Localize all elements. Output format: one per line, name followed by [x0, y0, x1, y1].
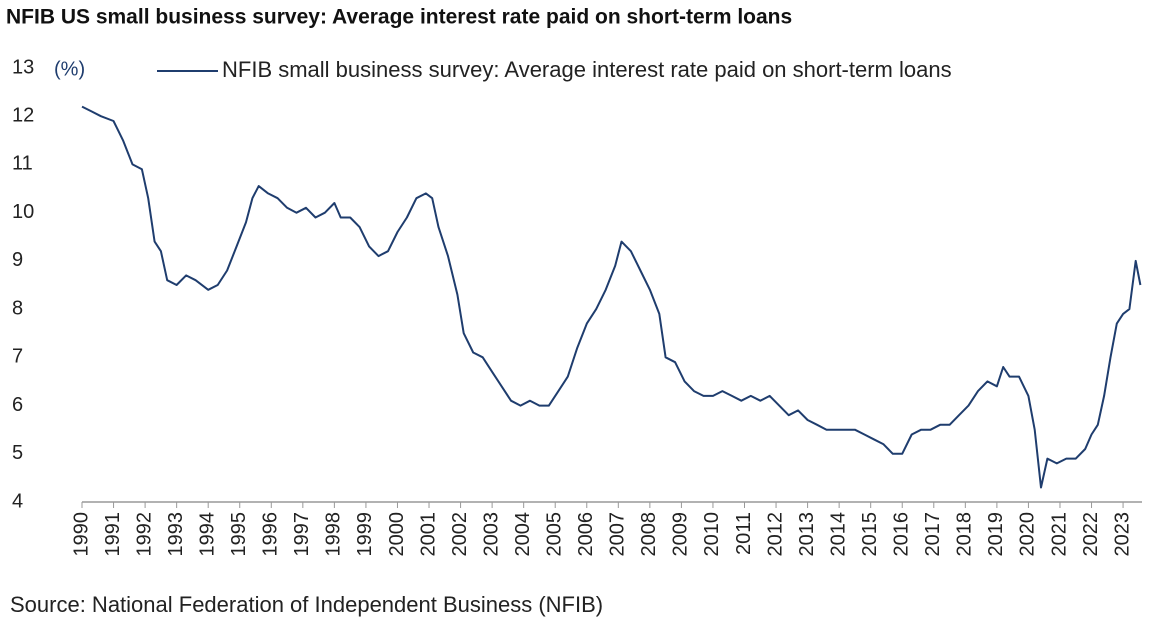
x-tick-label: 1998: [323, 512, 345, 557]
x-tick-label: 2021: [1048, 512, 1070, 557]
x-tick-label: 2008: [638, 512, 660, 557]
x-tick-label: 2003: [480, 512, 502, 557]
y-tick-label: 7: [12, 346, 23, 368]
x-tick-label: 2020: [1017, 512, 1039, 557]
x-tick-label: 2015: [859, 512, 881, 557]
x-tick-label: 2005: [543, 512, 565, 557]
x-tick-label: 2013: [796, 512, 818, 557]
y-tick-label: 4: [12, 490, 23, 512]
x-tick-label: 2000: [386, 512, 408, 557]
x-tick-label: 2009: [670, 512, 692, 557]
x-tick-label: 2004: [512, 512, 534, 557]
y-tick-label: 10: [12, 201, 34, 223]
x-tick-label: 1992: [133, 512, 155, 557]
y-tick-label: 11: [12, 153, 33, 175]
x-tick-label: 2012: [764, 512, 786, 557]
data-line: [81, 105, 1142, 489]
x-tick-label: 1993: [165, 512, 187, 557]
y-tick-label: 6: [12, 394, 23, 416]
source-note: Source: National Federation of Independe…: [10, 592, 603, 617]
x-tick-label: 1991: [102, 512, 124, 557]
x-tick-label: 1996: [260, 512, 282, 557]
y-tick-label: 5: [12, 442, 23, 464]
x-tick-label: 2002: [449, 512, 471, 557]
x-tick-label: 2006: [575, 512, 597, 557]
x-tick-label: 1999: [354, 512, 376, 557]
y-tick-label: 9: [12, 249, 23, 271]
x-tick-label: 1995: [228, 512, 250, 557]
chart-title: NFIB US small business survey: Average i…: [6, 6, 792, 29]
x-tick-label: 2011: [733, 512, 755, 555]
x-tick-label: 2022: [1080, 512, 1102, 557]
x-tick-label: 2017: [922, 512, 944, 557]
y-tick-label: 8: [12, 297, 23, 319]
y-tick-label: 13: [12, 56, 34, 78]
y-axis-label: (%): [54, 58, 85, 80]
x-tick-label: 2019: [985, 512, 1007, 557]
legend-label: NFIB small business survey: Average inte…: [222, 57, 952, 82]
x-tick-label: 2010: [701, 512, 723, 557]
x-tick-label: 1990: [70, 512, 92, 557]
x-tick-label: 2023: [1111, 512, 1133, 557]
x-tick-label: 1997: [291, 512, 313, 557]
x-tick-label: 2001: [417, 512, 439, 557]
x-tick-label: 2007: [607, 512, 629, 557]
x-tick-label: 1994: [196, 512, 218, 557]
y-tick-label: 12: [12, 105, 34, 127]
x-tick-label: 2016: [891, 512, 913, 557]
x-tick-label: 2018: [954, 512, 976, 557]
x-tick-label: 2014: [827, 512, 849, 557]
